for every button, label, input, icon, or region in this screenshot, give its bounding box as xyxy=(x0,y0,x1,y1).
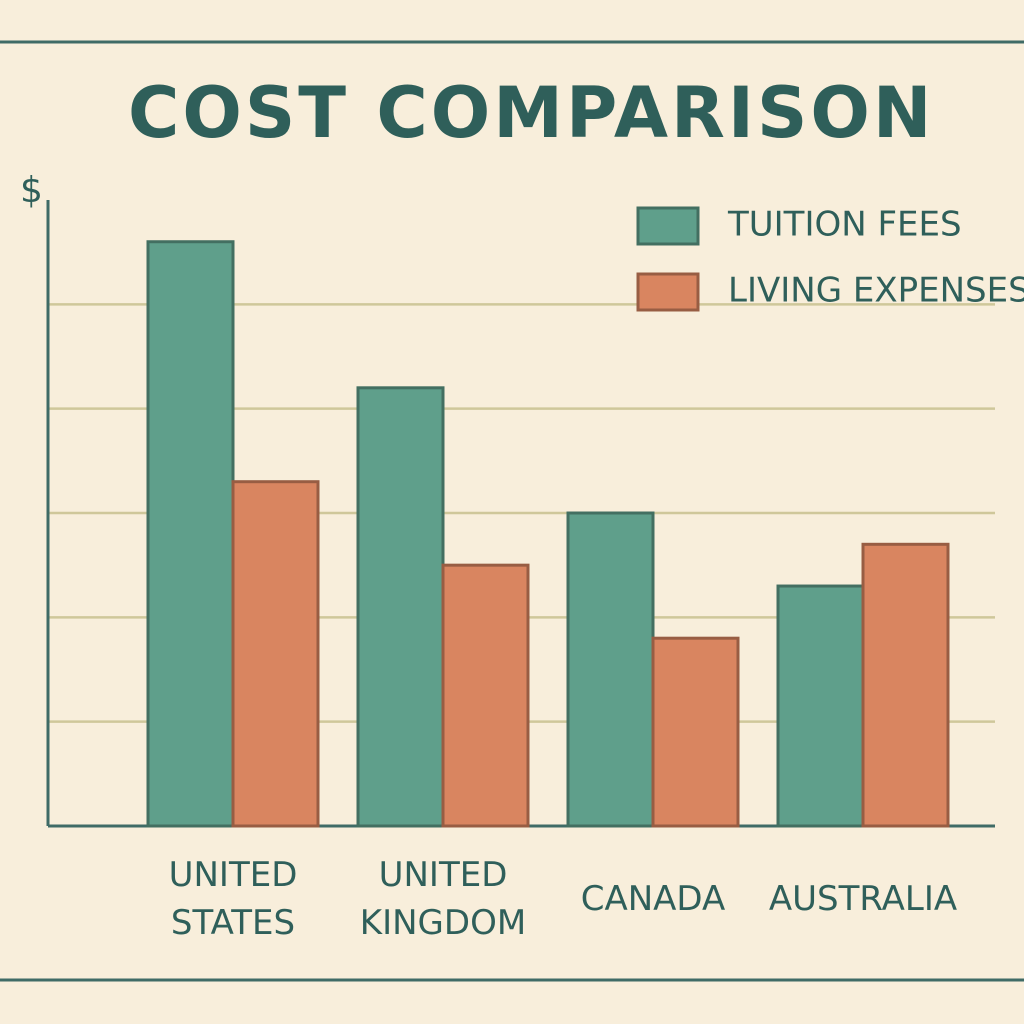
bar xyxy=(566,511,655,828)
x-tick-label: CANADA xyxy=(581,879,726,919)
chart-title: COST COMPARISON xyxy=(128,72,934,154)
x-tick-label: AUSTRALIA xyxy=(769,879,957,919)
bar xyxy=(356,386,445,828)
bar xyxy=(231,480,320,828)
bar xyxy=(651,636,740,828)
legend-label: LIVING EXPENSES xyxy=(728,271,1024,311)
legend-swatch xyxy=(636,272,700,312)
legend-swatch xyxy=(636,206,700,246)
bar xyxy=(146,240,235,828)
y-axis-label: $ xyxy=(20,170,43,211)
bar xyxy=(861,542,950,828)
x-tick-label: UNITED KINGDOM xyxy=(360,855,526,943)
bar xyxy=(441,563,530,828)
legend-label: TUITION FEES xyxy=(727,205,962,245)
x-tick-label: UNITED STATES xyxy=(169,855,298,943)
bar xyxy=(776,584,865,828)
